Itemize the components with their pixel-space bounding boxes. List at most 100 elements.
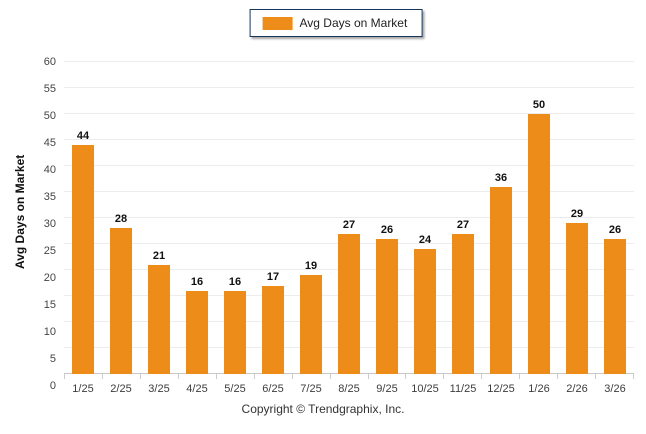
bar bbox=[148, 264, 170, 374]
bar-value-label: 28 bbox=[114, 213, 128, 226]
legend-label: Avg Days on Market bbox=[299, 16, 408, 30]
bar-value-label: 26 bbox=[380, 223, 394, 236]
bar-value-label: 16 bbox=[228, 275, 242, 288]
y-tick-label: 55 bbox=[43, 83, 56, 95]
bar-value-label: 50 bbox=[532, 99, 546, 111]
x-tick-label: 4/25 bbox=[186, 383, 208, 395]
x-axis-tick bbox=[482, 374, 521, 379]
y-tick-label: 20 bbox=[43, 272, 56, 285]
x-axis-labels: 1/25 2/25 3/25 4/25 5/25 6/25 7/25 8/25 9/25 10/2… bbox=[64, 379, 634, 395]
x-axis-tick bbox=[558, 374, 597, 379]
x-axis-ticks bbox=[64, 374, 635, 379]
bar-slot: 44 bbox=[64, 62, 102, 374]
x-axis-tick bbox=[369, 374, 407, 379]
x-tick-label: 5/25 bbox=[224, 383, 246, 395]
y-tick-label: 40 bbox=[43, 164, 56, 177]
x-tick-label: 3/25 bbox=[148, 383, 170, 395]
bar bbox=[604, 238, 626, 374]
bar-slot: 19 bbox=[292, 62, 330, 374]
y-tick-label: 60 bbox=[43, 56, 56, 68]
x-tick-label: 11/25 bbox=[449, 383, 477, 395]
x-tick-label: 6/25 bbox=[262, 383, 284, 395]
bar-slot: 16 bbox=[216, 62, 254, 374]
y-tick-label: 25 bbox=[43, 245, 56, 257]
bar-slot: 36 bbox=[482, 62, 520, 374]
x-tick-label: 10/25 bbox=[411, 383, 439, 395]
x-axis-tick bbox=[520, 374, 559, 379]
bar-slot: 17 bbox=[254, 62, 292, 374]
copyright-text: Copyright © Trendgraphix, Inc. bbox=[241, 402, 405, 416]
bar bbox=[262, 285, 284, 374]
bar-slot: 27 bbox=[444, 62, 482, 374]
y-tick-label: 5 bbox=[49, 353, 56, 366]
bar-slot: 27 bbox=[330, 62, 368, 374]
y-tick-label: 0 bbox=[49, 380, 56, 392]
bar-slot: 26 bbox=[368, 62, 406, 374]
chart-area: Avg Days on Market 0 5 10 15 20 25 30 35 40 45 50 5… bbox=[10, 50, 635, 395]
y-axis-labels: 0 5 10 15 20 25 30 35 40 45 50 55 60 bbox=[30, 50, 64, 392]
x-tick-label: 3/26 bbox=[604, 383, 626, 395]
x-tick-label: 8/25 bbox=[338, 383, 360, 395]
x-tick-label: 9/25 bbox=[376, 383, 398, 395]
bar bbox=[452, 233, 474, 374]
bar bbox=[110, 228, 132, 374]
legend-swatch-icon bbox=[262, 16, 293, 30]
x-axis-tick bbox=[596, 374, 635, 379]
x-axis-tick bbox=[293, 374, 331, 379]
x-tick-label: 1/25 bbox=[72, 383, 94, 395]
legend: Avg Days on Market bbox=[249, 9, 423, 37]
bar bbox=[186, 290, 208, 374]
x-axis-tick bbox=[331, 374, 369, 379]
y-tick-label: 35 bbox=[43, 191, 56, 203]
bars: 44 28 21 16 16 17 19 27 26 24 27 36 50 29 26 bbox=[64, 62, 634, 374]
gridline bbox=[64, 139, 634, 140]
bar bbox=[300, 275, 322, 374]
y-tick-label: 10 bbox=[43, 326, 56, 339]
gridline bbox=[64, 61, 634, 62]
bar-value-label: 27 bbox=[456, 218, 470, 231]
bar-value-label: 29 bbox=[570, 208, 584, 221]
bar-slot: 26 bbox=[596, 62, 634, 374]
x-axis-tick bbox=[255, 374, 293, 379]
y-tick-label: 45 bbox=[43, 137, 56, 149]
bar bbox=[224, 290, 246, 374]
bar bbox=[72, 145, 94, 374]
x-tick-label: 7/25 bbox=[300, 383, 322, 395]
bar-value-label: 17 bbox=[266, 270, 280, 283]
bar-value-label: 21 bbox=[152, 249, 166, 262]
bar-slot: 24 bbox=[406, 62, 444, 374]
plot-column: 44 28 21 16 16 17 19 27 26 24 27 36 50 29 26 1/25 2/25 3… bbox=[64, 50, 635, 395]
gridline bbox=[64, 113, 634, 114]
bar bbox=[528, 114, 550, 374]
x-axis-tick bbox=[103, 374, 141, 379]
x-tick-label: 1/26 bbox=[528, 383, 550, 395]
bar bbox=[414, 249, 436, 374]
bar-slot: 28 bbox=[102, 62, 140, 374]
bar-slot: 21 bbox=[140, 62, 178, 374]
x-axis-tick bbox=[444, 374, 483, 379]
bar-slot: 16 bbox=[178, 62, 216, 374]
gridline bbox=[64, 191, 634, 192]
x-tick-label: 2/25 bbox=[110, 383, 132, 395]
x-axis-tick bbox=[406, 374, 445, 379]
bar bbox=[338, 233, 360, 374]
y-tick-label: 15 bbox=[43, 299, 56, 311]
y-axis-title: Avg Days on Market bbox=[13, 154, 27, 270]
y-tick-label: 50 bbox=[43, 110, 56, 122]
x-axis-tick bbox=[141, 374, 179, 379]
x-tick-label: 12/25 bbox=[487, 383, 515, 395]
bar-value-label: 19 bbox=[304, 260, 318, 273]
gridline bbox=[64, 87, 634, 88]
x-axis-tick bbox=[217, 374, 255, 379]
x-axis-tick bbox=[65, 374, 103, 379]
y-tick-label: 30 bbox=[43, 218, 56, 230]
bar-value-label: 26 bbox=[608, 223, 622, 236]
bar bbox=[566, 223, 588, 374]
bar-slot: 50 bbox=[520, 62, 558, 374]
bar-slot: 29 bbox=[558, 62, 596, 374]
bar bbox=[490, 186, 512, 374]
gridline bbox=[64, 165, 634, 166]
bar-value-label: 36 bbox=[494, 171, 508, 184]
bar-value-label: 16 bbox=[190, 275, 204, 288]
